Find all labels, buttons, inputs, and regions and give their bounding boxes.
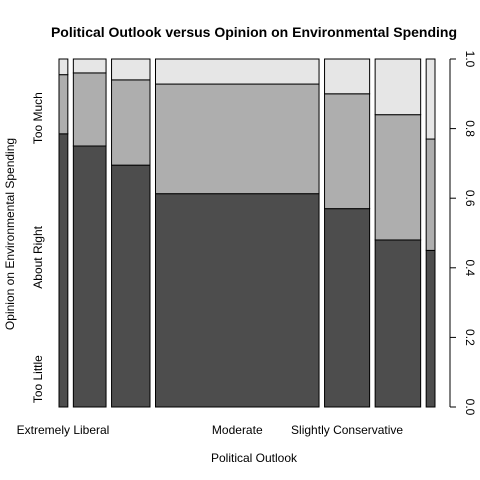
segment-too-little (374, 239, 422, 408)
column-2 (72, 58, 107, 408)
x-tick-label: Extremely Liberal (17, 423, 110, 437)
right-axis-tick-label: 0.6 (463, 190, 477, 207)
column-5 (324, 58, 371, 408)
segment-about-right (58, 74, 69, 135)
y-category-label: Too Little (31, 355, 45, 403)
column-6 (374, 58, 422, 408)
x-tick-label: Slightly Conservative (291, 423, 403, 437)
segment-too-little (324, 208, 371, 408)
x-tick-labels: Extremely Liberal Moderate Slightly Conser… (17, 423, 404, 437)
column-7 (425, 58, 436, 408)
y-category-label: Too Much (31, 92, 45, 144)
segment-about-right (111, 79, 151, 166)
chart-title: Political Outlook versus Opinion on Envi… (51, 24, 457, 40)
segment-about-right (425, 138, 436, 251)
right-axis-tick-label: 0.8 (463, 120, 477, 137)
segment-too-much (155, 58, 320, 85)
y-category-labels: Too Little About Right Too Much (31, 92, 45, 403)
y-category-label: About Right (31, 225, 45, 288)
y-axis-label: Opinion on Environmental Spending (3, 138, 17, 330)
segment-about-right (155, 83, 320, 195)
segment-too-much (374, 58, 422, 116)
right-axis-tick-label: 1.0 (463, 51, 477, 68)
column-3 (111, 58, 151, 408)
column-1 (58, 58, 69, 408)
segment-about-right (374, 114, 422, 241)
right-axis-tick-label: 0.2 (463, 329, 477, 346)
segment-too-little (111, 164, 151, 408)
segment-too-much (111, 58, 151, 81)
right-axis-tick-label: 0.0 (463, 399, 477, 416)
segment-too-little (425, 249, 436, 408)
plot-columns (58, 58, 436, 408)
segment-too-little (72, 145, 107, 408)
segment-too-much (324, 58, 371, 95)
segment-too-much (58, 58, 69, 76)
right-axis: 0.0 0.2 0.4 0.6 0.8 1.0 (449, 51, 477, 416)
segment-too-much (72, 58, 107, 74)
segment-too-much (425, 58, 436, 140)
x-tick-label: Moderate (212, 423, 263, 437)
column-4 (155, 58, 320, 408)
segment-about-right (324, 93, 371, 210)
segment-too-little (155, 193, 320, 408)
segment-too-little (58, 133, 69, 408)
x-axis-label: Political Outlook (211, 451, 298, 465)
segment-about-right (72, 72, 107, 147)
right-axis-tick-label: 0.4 (463, 259, 477, 276)
